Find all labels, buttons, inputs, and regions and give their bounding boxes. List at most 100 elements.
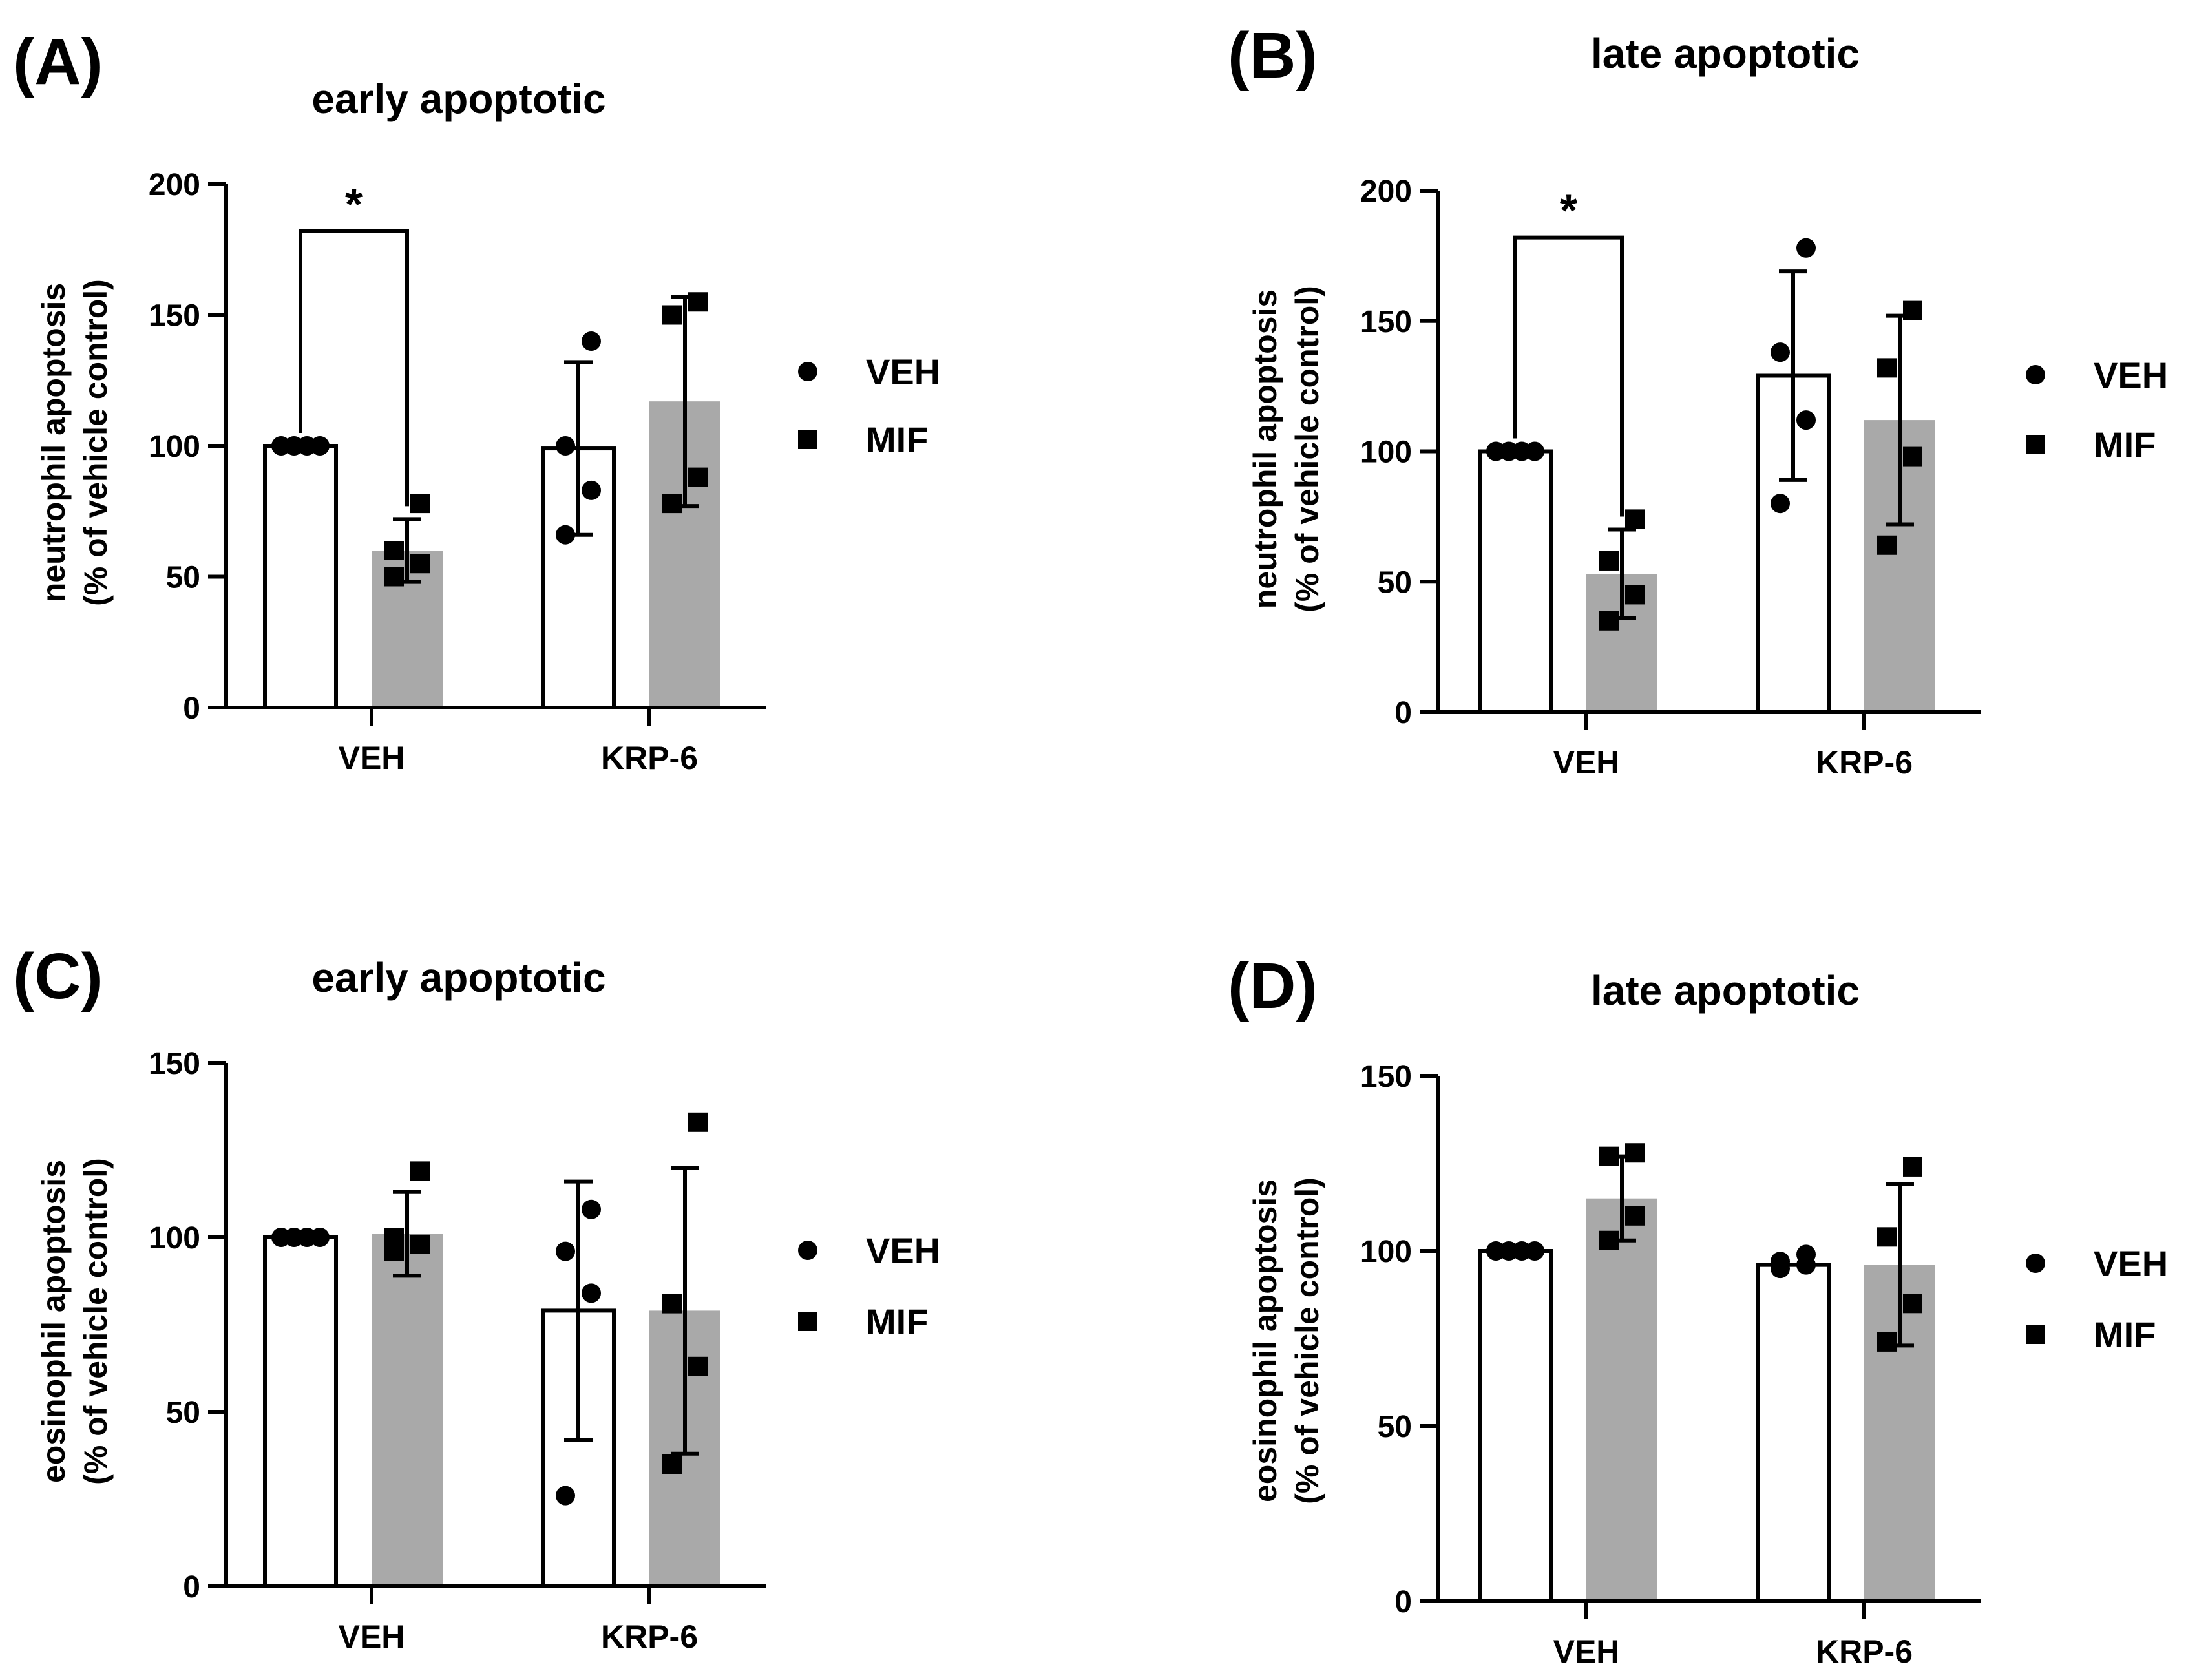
y-tick-label: 0 <box>183 691 200 726</box>
mif-data-point <box>662 1454 682 1474</box>
mif-data-point <box>1877 358 1897 378</box>
mif-data-point <box>1599 551 1619 571</box>
legend-veh-label: VEH <box>866 1230 940 1271</box>
veh-data-point <box>310 1228 330 1247</box>
veh-bar <box>1756 373 1831 714</box>
veh-data-point <box>582 1283 601 1303</box>
y-tick-label: 100 <box>149 1221 200 1255</box>
x-tick-label: VEH <box>339 740 405 776</box>
veh-bar <box>541 1308 616 1589</box>
mif-bar <box>372 1234 443 1586</box>
significance-bracket-line <box>299 229 409 507</box>
x-tick-label: KRP-6 <box>601 1619 698 1655</box>
significance-bracket: * <box>299 179 409 507</box>
mif-data-point <box>1903 1294 1922 1314</box>
legend-mif-marker <box>798 430 817 449</box>
mif-data-point <box>688 467 708 487</box>
panel-b: (B) late apoptotic neutrophil apoptosis … <box>1228 19 2168 781</box>
error-bar <box>1779 269 1807 482</box>
mif-data-point <box>1599 1146 1619 1166</box>
y-axis-label-line1: eosinophil apoptosis <box>1247 1179 1283 1502</box>
plot-area: 0 50 100 150 VEH KRP-6 <box>149 1047 766 1655</box>
x-tick-label: KRP-6 <box>1816 1633 1913 1670</box>
significance-bracket-line <box>1513 235 1624 517</box>
error-bar <box>671 1166 699 1456</box>
mif-data-point <box>1625 1143 1645 1163</box>
plot-area: 0 50 100 150 200 VEH KRP-6 * <box>1360 174 1981 781</box>
y-axis-label-line2: (% of vehicle control) <box>78 1158 114 1485</box>
y-tick-label: 100 <box>149 430 200 464</box>
y-axis-label-line1: neutrophil apoptosis <box>1247 289 1283 609</box>
legend-veh-marker <box>798 1241 817 1260</box>
chart-title: late apoptotic <box>1591 967 1860 1014</box>
chart-title: early apoptotic <box>311 954 605 1001</box>
plot-area: 0 50 100 150 200 VEH KRP-6 * <box>149 168 766 776</box>
veh-data-point <box>1771 342 1790 362</box>
y-tick-label: 50 <box>1378 1410 1412 1444</box>
y-tick-label: 50 <box>166 561 200 595</box>
x-tick-label: VEH <box>1553 1633 1620 1670</box>
y-tick-label: 200 <box>149 168 200 202</box>
mif-data-point <box>662 1294 682 1314</box>
y-axis-label-line2: (% of vehicle control) <box>78 279 114 606</box>
legend-veh-label: VEH <box>866 352 940 392</box>
legend-mif-marker <box>2026 435 2045 454</box>
veh-data-point <box>1771 1252 1790 1272</box>
y-axis-label-line1: eosinophil apoptosis <box>36 1160 72 1483</box>
mif-data-point <box>1903 446 1922 467</box>
mif-data-point <box>410 1161 430 1181</box>
panel-label: (D) <box>1228 950 1318 1022</box>
panel-c: (C) early apoptotic eosinophil apoptosis… <box>13 940 940 1655</box>
mif-data-point <box>662 494 682 514</box>
legend-veh-label: VEH <box>2094 1243 2168 1284</box>
legend-mif-label: MIF <box>2094 1314 2156 1355</box>
y-tick-label: 0 <box>1394 1585 1412 1619</box>
veh-data-point <box>556 436 575 456</box>
y-tick-label: 50 <box>1378 565 1412 600</box>
y-tick-label: 0 <box>183 1570 200 1604</box>
mif-bar <box>1586 1198 1657 1601</box>
chart-title: early apoptotic <box>311 76 605 122</box>
panel-label: (A) <box>13 26 103 98</box>
mif-data-point <box>384 541 404 560</box>
significance-marker: * <box>1560 185 1578 236</box>
y-axis-label-line1: neutrophil apoptosis <box>36 283 72 602</box>
veh-data-point <box>556 525 575 545</box>
x-tick-label: KRP-6 <box>1816 744 1913 781</box>
mif-data-point <box>662 305 682 325</box>
mif-data-point <box>1599 611 1619 631</box>
mif-data-point <box>1625 509 1645 529</box>
panel-a: (A) early apoptotic neutrophil apoptosis… <box>13 26 940 776</box>
mif-data-point <box>410 494 430 514</box>
veh-data-point <box>1771 494 1790 514</box>
mif-data-point <box>1877 1332 1897 1352</box>
veh-data-point <box>582 480 601 500</box>
mif-data-point <box>1599 1230 1619 1250</box>
plot-area: 0 50 100 150 VEH KRP-6 <box>1360 1060 1981 1670</box>
y-tick-label: 150 <box>1360 305 1412 339</box>
legend-mif-marker <box>2026 1325 2045 1344</box>
legend-mif-label: MIF <box>866 1301 928 1342</box>
veh-bar <box>1756 1263 1831 1604</box>
veh-data-point <box>1525 1241 1544 1261</box>
mif-data-point <box>410 1234 430 1254</box>
veh-data-point <box>582 1199 601 1219</box>
mif-data-point <box>1903 300 1922 320</box>
mif-data-point <box>1903 1157 1922 1177</box>
significance-bracket: * <box>1513 185 1624 517</box>
y-axis-label-line2: (% of vehicle control) <box>1289 286 1325 613</box>
mif-data-point <box>688 1356 708 1376</box>
y-tick-label: 150 <box>149 1047 200 1081</box>
y-tick-label: 100 <box>1360 436 1412 470</box>
error-bar <box>564 1179 593 1442</box>
veh-bar <box>263 444 338 709</box>
mif-data-point <box>688 292 708 312</box>
veh-bar <box>1478 449 1553 714</box>
veh-data-point <box>1525 441 1544 461</box>
significance-marker: * <box>345 179 363 229</box>
mif-data-point <box>384 567 404 587</box>
y-tick-label: 100 <box>1360 1235 1412 1269</box>
mif-data-point <box>410 554 430 574</box>
y-tick-label: 50 <box>166 1396 200 1430</box>
legend-mif-label: MIF <box>866 419 928 460</box>
